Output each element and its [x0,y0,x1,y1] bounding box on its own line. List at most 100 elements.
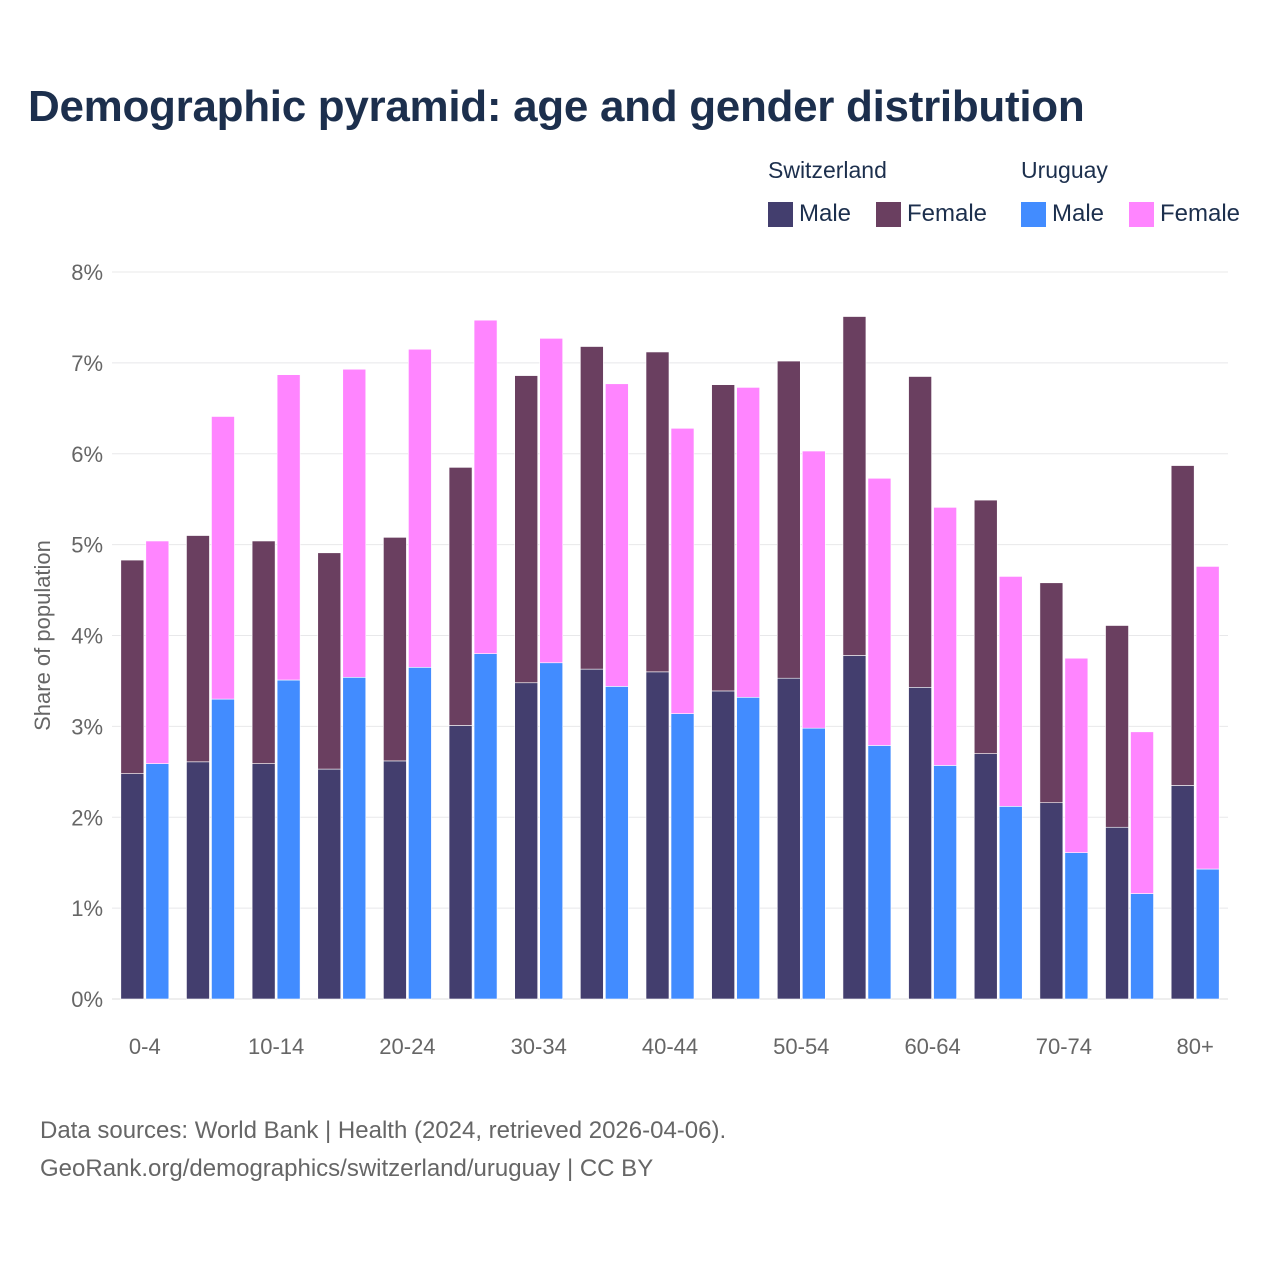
bar-uruguay-male [933,765,957,1000]
bar-switzerland-male [973,753,998,1000]
bar-uruguay-female [1064,657,1089,853]
bar-switzerland-male [448,725,473,1000]
legend-swatch-uruguay-male [1021,201,1046,227]
bar-switzerland-male [120,773,145,1000]
legend-item-switzerland-female[interactable]: Female [876,199,987,229]
bar-switzerland-female [383,537,407,762]
bar-switzerland-male [580,668,604,1000]
y-axis-title: Share of population [30,540,55,731]
y-tick-label: 3% [71,714,103,739]
bar-uruguay-male [276,679,301,1000]
bar-uruguay-male [211,698,235,1000]
bar-switzerland-male [317,768,342,1000]
legend-swatch-switzerland-female [876,201,901,227]
legend-label-switzerland-female: Female [907,200,988,227]
legend-swatch-uruguay-female [1129,201,1154,227]
bar-switzerland-female [514,375,539,684]
x-tick-label: 10-14 [248,1034,304,1059]
bar-uruguay-male [605,686,629,1000]
bar-switzerland-female [1039,582,1064,804]
chart-title: Demographic pyramid: age and gender dist… [28,82,1085,131]
footer-attribution: GeoRank.org/demographics/switzerland/uru… [40,1155,654,1182]
bar-switzerland-female [973,499,998,754]
y-tick-label: 2% [71,805,103,830]
bar-uruguay-male [736,696,760,1000]
legend-item-uruguay-female[interactable]: Female [1129,199,1240,229]
bar-uruguay-female [670,428,695,714]
bar-switzerland-female [776,360,801,679]
x-tick-label: 60-64 [904,1034,960,1059]
bar-switzerland-female [842,316,867,656]
bar-switzerland-male [1170,785,1195,1000]
x-tick-label: 0-4 [129,1034,161,1059]
bar-uruguay-female [933,507,957,766]
bar-uruguay-male [998,806,1023,1000]
bar-switzerland-female [1105,625,1129,828]
y-tick-label: 7% [71,351,103,376]
bar-uruguay-male [408,667,432,1000]
bar-switzerland-male [842,655,867,1000]
y-tick-label: 1% [71,896,103,921]
x-tick-label: 70-74 [1036,1034,1092,1059]
bar-switzerland-female [448,467,473,726]
bar-uruguay-male [145,763,170,1000]
x-tick-label: 50-54 [773,1034,829,1059]
bar-switzerland-female [317,552,342,770]
bar-uruguay-female [736,387,760,698]
legend-group-switzerland: Switzerland [768,157,887,183]
bar-uruguay-male [539,662,564,1000]
bar-uruguay-female [867,477,892,746]
bar-uruguay-male [801,727,826,1000]
bar-uruguay-male [342,677,367,1000]
bar-switzerland-male [514,682,539,1000]
bar-uruguay-female [605,383,629,687]
bar-uruguay-female [998,576,1023,807]
bar-switzerland-male [383,760,407,1000]
y-tick-label: 6% [71,442,103,467]
bar-switzerland-female [120,559,145,774]
legend-swatch-switzerland-male [768,201,793,227]
bar-switzerland-female [251,540,276,764]
bar-switzerland-male [711,690,735,1000]
bar-switzerland-female [186,535,210,763]
legend-label-switzerland-male: Male [799,200,852,227]
bar-switzerland-male [645,671,670,1000]
bar-uruguay-female [801,450,826,729]
bar-uruguay-female [276,374,301,681]
bar-switzerland-male [1105,826,1129,1000]
legend-item-uruguay-male[interactable]: Male [1021,199,1104,229]
legend-label-uruguay-male: Male [1052,200,1105,227]
legend-item-switzerland-male[interactable]: Male [768,199,851,229]
y-tick-label: 8% [71,260,103,285]
bar-uruguay-male [1130,893,1154,1000]
x-tick-label: 20-24 [379,1034,435,1059]
x-tick-label: 40-44 [642,1034,698,1059]
bar-uruguay-male [1195,868,1220,1000]
bar-switzerland-male [1039,802,1064,1000]
bar-uruguay-female [145,540,170,764]
bar-switzerland-female [908,376,932,688]
legend-label-uruguay-female: Female [1160,200,1241,227]
bar-switzerland-female [711,384,735,692]
y-tick-label: 4% [71,624,103,649]
bar-switzerland-female [580,346,604,670]
bar-uruguay-male [670,713,695,1000]
bar-uruguay-female [342,368,367,678]
legend-group-uruguay: Uruguay [1021,157,1108,183]
bar-uruguay-female [408,348,432,668]
y-tick-label: 5% [71,533,103,558]
x-tick-label: 80+ [1177,1034,1214,1059]
y-tick-label: 0% [71,987,103,1012]
bar-uruguay-female [473,319,498,654]
bar-uruguay-female [539,338,564,664]
bar-uruguay-male [867,745,892,1000]
bar-uruguay-female [1195,566,1220,870]
bar-uruguay-female [1130,731,1154,894]
x-tick-label: 30-34 [511,1034,567,1059]
footer-sources: Data sources: World Bank | Health (2024,… [40,1117,727,1144]
bar-uruguay-male [1064,852,1089,1000]
bar-switzerland-male [908,686,932,1000]
bar-switzerland-female [1170,465,1195,786]
bar-switzerland-male [776,677,801,1000]
